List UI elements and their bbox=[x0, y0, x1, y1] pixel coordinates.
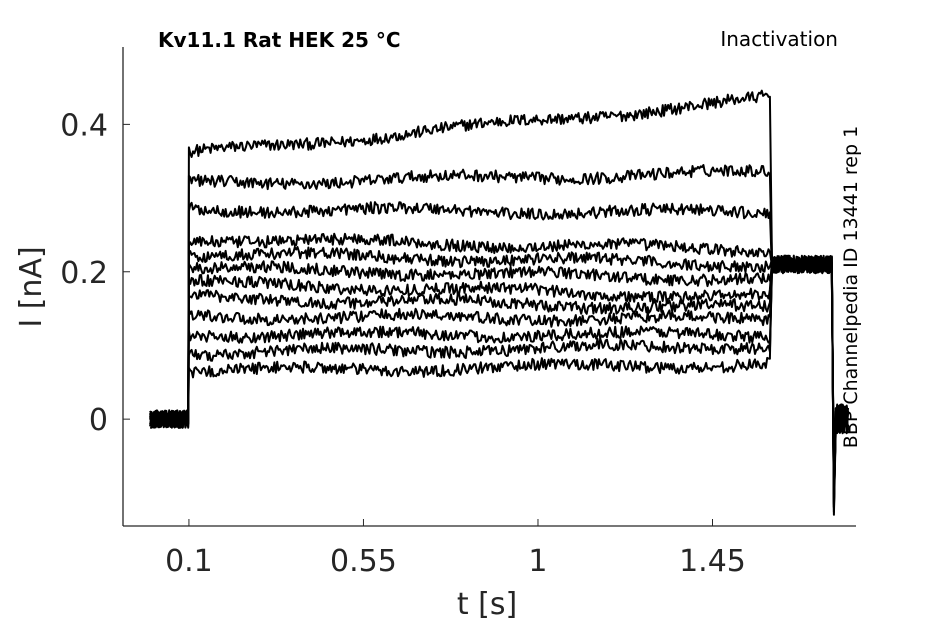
trace-series-12 bbox=[149, 254, 849, 505]
x-tick-label: 1.45 bbox=[679, 544, 746, 579]
y-tick-label: 0.2 bbox=[60, 256, 108, 291]
trace-series-6 bbox=[149, 255, 849, 495]
trace-series-11 bbox=[149, 255, 849, 516]
side-note: BBP Channelpedia ID 13441 rep 1 bbox=[840, 126, 862, 448]
trace-series-1 bbox=[150, 89, 849, 509]
trace-series-4 bbox=[149, 232, 849, 507]
trace-series-3 bbox=[149, 201, 849, 496]
trace-series-7 bbox=[149, 255, 849, 509]
trace-series-2 bbox=[149, 164, 849, 483]
y-axis-label: I [nA] bbox=[14, 246, 49, 327]
x-tick-label: 0.55 bbox=[330, 544, 397, 579]
trace-series-5 bbox=[149, 246, 849, 491]
y-tick-label: 0.4 bbox=[60, 108, 108, 143]
trace-series-9 bbox=[149, 255, 849, 495]
x-tick-label: 1 bbox=[528, 544, 547, 579]
x-axis-label: t [s] bbox=[457, 587, 517, 622]
traces bbox=[149, 89, 849, 516]
trace-series-10 bbox=[149, 254, 849, 496]
x-tick-label: 0.1 bbox=[165, 544, 213, 579]
trace-series-8 bbox=[149, 255, 849, 514]
x-ticks: 0.1 0.55 1 1.45 bbox=[165, 519, 746, 579]
y-tick-label: 0 bbox=[89, 403, 108, 438]
y-ticks: 0 0.2 0.4 bbox=[60, 108, 130, 438]
chart-title: Kv11.1 Rat HEK 25 °C bbox=[158, 28, 401, 52]
chart-subtitle: Inactivation bbox=[720, 27, 838, 51]
